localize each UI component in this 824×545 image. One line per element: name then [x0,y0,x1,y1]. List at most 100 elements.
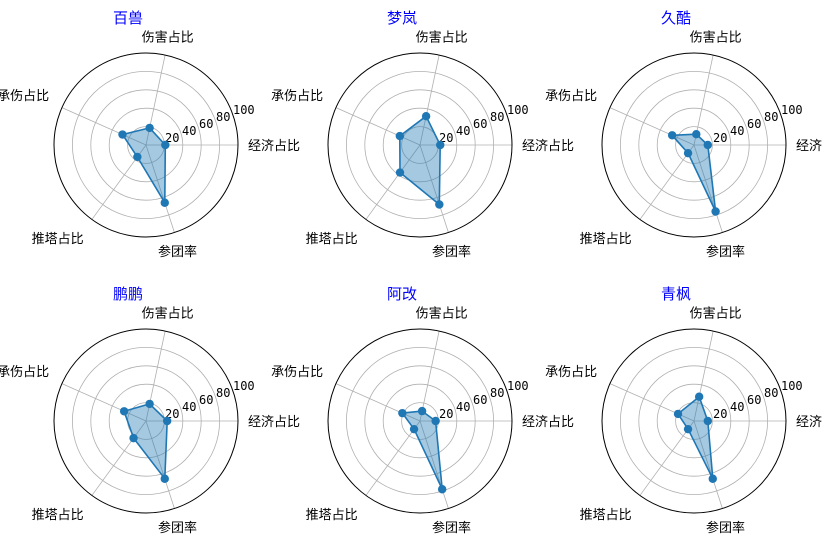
axis-label: 承伤占比 [271,89,323,104]
data-point [395,131,405,141]
radial-tick-label: 60 [473,393,487,407]
axis-label: 承伤占比 [545,89,597,104]
axis-label: 伤害占比 [142,29,194,45]
axis-label: 经济占比 [796,415,824,430]
radial-tick-label: 100 [507,103,529,117]
radial-tick-label: 40 [456,124,470,138]
radial-tick-label: 100 [507,379,529,393]
data-point [145,399,154,409]
grid-spoke [91,420,147,496]
radial-tick-label: 40 [730,400,744,414]
radial-tick-label: 80 [490,110,504,124]
radial-tick-label: 20 [713,131,727,145]
data-point [133,152,142,162]
subplot-title: 梦岚 [387,9,417,27]
axis-label: 伤害占比 [416,305,468,321]
series-area [398,115,442,206]
radial-tick-label: 80 [216,386,230,400]
axis-label: 承伤占比 [271,365,323,380]
axis-label: 伤害占比 [142,305,194,321]
data-point [435,200,444,209]
axis-label: 参团率 [158,520,197,536]
outer-frame [53,328,239,514]
axis-label: 参团率 [432,520,471,536]
data-point [431,416,440,426]
data-point [162,416,172,426]
data-point [703,416,712,426]
data-point [673,409,683,419]
axis-label: 经济占比 [248,139,300,154]
grid-spoke [693,54,714,146]
data-point [395,168,405,177]
grid-spoke [609,107,695,146]
radial-tick-label: 80 [490,386,504,400]
grid-spoke [639,144,695,220]
outer-frame [53,52,239,238]
grid-spoke [693,144,723,233]
radial-tick-label: 20 [165,131,179,145]
subplot-title: 阿改 [387,285,417,303]
data-point [683,148,693,158]
axis-label: 推塔占比 [32,508,84,523]
radial-tick-label: 100 [781,103,803,117]
grid-spoke [145,144,175,233]
axis-label: 经济占比 [522,415,574,430]
axis-label: 伤害占比 [690,305,742,321]
subplot-title: 久酷 [661,9,691,27]
data-point [145,123,154,133]
subplot-title: 青枫 [661,285,691,303]
axis-label: 推塔占比 [306,232,358,247]
axis-label: 经济占比 [796,139,824,154]
data-point [417,406,427,416]
axis-label: 承伤占比 [545,365,597,380]
axis-label: 推塔占比 [306,508,358,523]
grid-spoke [365,420,421,496]
radial-tick-label: 80 [764,386,778,400]
axis-label: 承伤占比 [0,89,49,104]
radial-tick-label: 20 [439,407,453,421]
radial-tick-label: 60 [747,393,761,407]
outer-frame [327,52,513,238]
radial-tick-label: 80 [216,110,230,124]
radial-tick-label: 20 [439,131,453,145]
data-point [436,140,445,150]
radial-tick-label: 60 [747,117,761,131]
radial-tick-label: 40 [456,400,470,414]
radial-tick-label: 60 [199,393,213,407]
axis-label: 推塔占比 [32,232,84,247]
radial-tick-label: 100 [233,379,255,393]
data-point [161,140,170,150]
axis-label: 参团率 [432,244,471,260]
axis-label: 伤害占比 [690,29,742,45]
axis-label: 参团率 [706,244,745,260]
outer-frame [327,328,513,514]
series-area [123,403,168,480]
radial-tick-label: 40 [730,124,744,138]
radial-tick-label: 60 [473,117,487,131]
subplot-title: 鹏鹏 [113,285,143,303]
data-point [160,474,169,483]
grid-spoke [145,420,175,509]
axis-label: 推塔占比 [580,232,632,247]
data-point [703,140,712,150]
radial-tick-label: 40 [182,400,196,414]
axis-label: 参团率 [158,244,197,260]
outer-frame [601,52,787,238]
grid-spoke [639,420,695,496]
data-point [129,433,138,443]
data-point [118,130,127,139]
subplot-title: 百兽 [113,9,143,27]
outer-frame [601,328,787,514]
axis-label: 伤害占比 [416,29,468,45]
data-point [421,112,431,121]
data-point [692,130,701,139]
data-point [694,392,704,401]
axis-label: 经济占比 [522,139,574,154]
grid-spoke [365,144,421,220]
